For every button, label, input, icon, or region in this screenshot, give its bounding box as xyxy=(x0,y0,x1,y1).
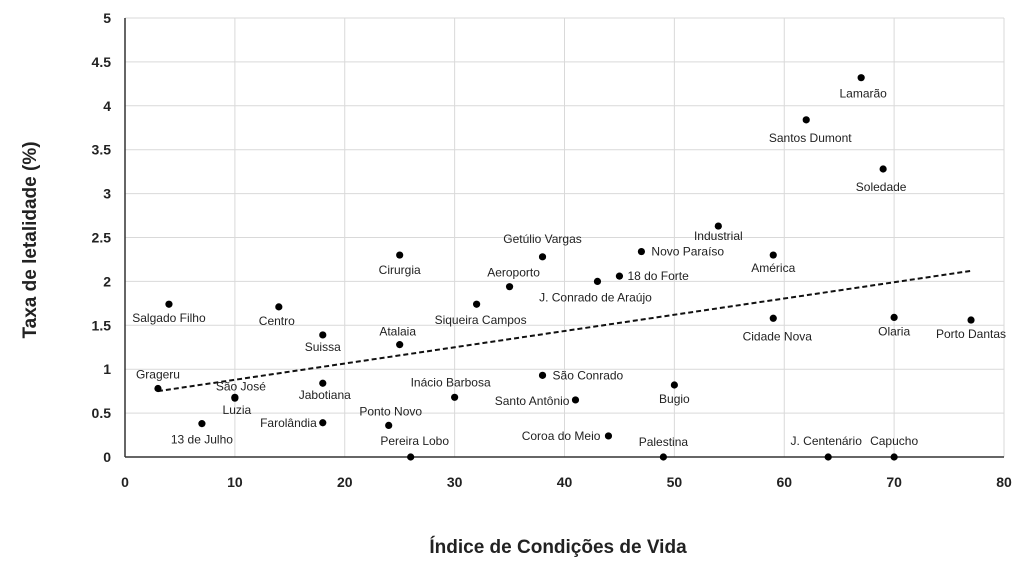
y-tick-label: 5 xyxy=(103,10,111,26)
data-point xyxy=(670,381,678,389)
point-label: América xyxy=(751,261,795,275)
data-point xyxy=(879,165,887,173)
gridlines xyxy=(124,17,1005,458)
point-label: J. Centenário xyxy=(791,434,863,448)
data-point xyxy=(165,300,173,308)
data-point xyxy=(637,247,646,256)
point-label: Olaria xyxy=(878,324,910,338)
data-point xyxy=(319,331,327,339)
y-tick-label: 2 xyxy=(103,273,111,289)
x-tick-label: 50 xyxy=(667,474,683,490)
point-label: Industrial xyxy=(694,229,743,243)
point-label: Atalaia xyxy=(379,325,416,339)
point-label: Lamarão xyxy=(839,87,887,101)
point-label: Cirurgia xyxy=(379,263,421,277)
trendline xyxy=(157,269,972,393)
point-label: Luzia xyxy=(223,403,252,417)
data-point xyxy=(802,116,810,124)
data-point xyxy=(385,421,393,429)
y-tick-label: 0 xyxy=(103,449,111,465)
y-tick-label: 4 xyxy=(103,98,111,114)
x-tick-label: 80 xyxy=(996,474,1012,490)
data-point xyxy=(231,394,239,402)
data-point xyxy=(659,453,667,461)
y-tick-label: 0.5 xyxy=(92,405,112,421)
point-label: Siqueira Campos xyxy=(435,313,527,327)
data-point xyxy=(571,396,580,404)
x-tick-label: 70 xyxy=(886,474,902,490)
data-point xyxy=(407,453,415,461)
data-point xyxy=(538,371,547,379)
data-point xyxy=(890,313,898,321)
data-point xyxy=(604,432,613,440)
data-point xyxy=(396,251,404,259)
data-point xyxy=(538,253,547,261)
point-label: Capucho xyxy=(870,434,918,448)
point-label: São Conrado xyxy=(553,368,624,382)
point-label: São José xyxy=(216,379,266,393)
data-point xyxy=(769,251,777,259)
point-label: Aeroporto xyxy=(487,266,540,280)
y-axis-title: Taxa de letalidade (%) xyxy=(20,141,41,338)
data-point xyxy=(714,222,722,230)
data-point xyxy=(275,303,283,311)
point-label: J. Conrado de Araújo xyxy=(539,290,652,304)
data-point xyxy=(154,384,162,393)
point-label: Santo Antônio xyxy=(495,394,570,408)
data-point xyxy=(505,283,514,291)
point-label: Ponto Novo xyxy=(359,404,422,418)
data-points xyxy=(154,74,975,461)
y-tick-label: 1 xyxy=(103,361,111,377)
point-label: Centro xyxy=(259,314,295,328)
x-axis-title: Índice de Condições de Vida xyxy=(429,536,687,558)
y-tick-label: 1.5 xyxy=(92,317,112,333)
y-tick-label: 2.5 xyxy=(92,230,112,246)
point-label: Pereira Lobo xyxy=(380,434,449,448)
data-point xyxy=(319,419,327,427)
point-label: Soledade xyxy=(856,180,907,194)
x-tick-label: 60 xyxy=(776,474,792,490)
data-point xyxy=(769,314,777,322)
x-tick-label: 20 xyxy=(337,474,353,490)
y-tick-label: 3.5 xyxy=(92,142,112,158)
y-tick-label: 4.5 xyxy=(92,54,112,70)
data-point xyxy=(857,74,865,82)
point-label: Jabotiana xyxy=(299,388,351,402)
x-tick-label: 30 xyxy=(447,474,463,490)
trendline-layer xyxy=(157,269,972,393)
data-point xyxy=(396,341,404,349)
point-label: Cidade Nova xyxy=(743,329,813,343)
point-label: 18 do Forte xyxy=(627,269,689,283)
data-point xyxy=(473,300,481,308)
data-point xyxy=(198,420,206,428)
point-label: Farolândia xyxy=(260,416,317,430)
point-label: Santos Dumont xyxy=(769,131,852,145)
data-point xyxy=(824,453,832,461)
axes: 0 10 20 30 40 50 60 70 80 0 0.5 1 1.5 2 2.5 3 3.5 4 4.5 5 xyxy=(92,10,1012,490)
y-tick-label: 3 xyxy=(103,186,111,202)
point-label: Novo Paraíso xyxy=(651,245,724,259)
point-label: Grageru xyxy=(136,368,180,382)
data-point xyxy=(890,453,898,461)
data-point xyxy=(967,316,975,324)
point-label: Inácio Barbosa xyxy=(411,375,491,389)
point-label: Suissa xyxy=(305,340,341,354)
point-label: Salgado Filho xyxy=(132,311,206,325)
data-point xyxy=(615,272,624,280)
x-tick-label: 0 xyxy=(121,474,129,490)
point-label: Porto Dantas xyxy=(936,327,1006,341)
data-point xyxy=(319,379,327,387)
point-label: Getúlio Vargas xyxy=(503,232,582,246)
x-tick-label: 40 xyxy=(557,474,573,490)
data-point xyxy=(451,393,459,401)
point-labels: Grageru Salgado Filho 13 de Julho São José L… xyxy=(132,87,1006,449)
point-label: Palestina xyxy=(639,435,689,449)
point-label: Coroa do Meio xyxy=(522,429,601,443)
x-tick-label: 10 xyxy=(227,474,243,490)
data-point xyxy=(593,277,602,285)
point-label: Bugio xyxy=(659,392,690,406)
point-label: 13 de Julho xyxy=(171,433,233,447)
